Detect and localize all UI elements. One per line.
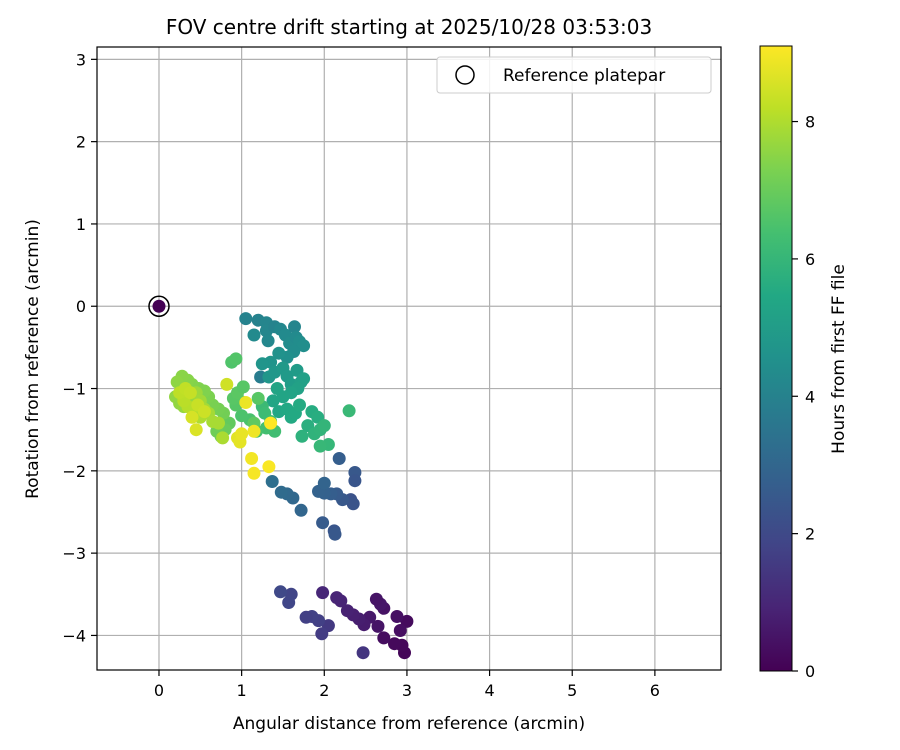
legend: Reference platepar <box>436 56 712 94</box>
data-point <box>400 614 414 628</box>
y-tick-label: 2 <box>76 133 86 152</box>
data-point <box>216 431 230 445</box>
data-point <box>299 610 313 624</box>
colorbar-gradient <box>759 45 793 672</box>
data-point <box>229 352 243 366</box>
data-point <box>239 396 253 409</box>
data-point <box>183 386 197 400</box>
reference-ring <box>148 295 170 317</box>
data-point <box>332 452 346 465</box>
data-point <box>328 527 342 541</box>
data-point <box>282 596 296 609</box>
data-point <box>317 419 331 433</box>
reference-point <box>152 299 166 313</box>
data-point <box>247 466 261 480</box>
y-tick-label: 0 <box>76 297 86 316</box>
y-tick-label: 3 <box>76 50 86 69</box>
data-point <box>239 312 253 326</box>
data-point <box>340 604 354 618</box>
data-point <box>235 427 249 441</box>
y-axis-label: Rotation from reference (arcmin) <box>23 219 43 499</box>
colorbar-tick-label: 4 <box>805 387 815 406</box>
data-point <box>356 646 370 660</box>
data-point <box>295 429 309 443</box>
legend-label: Reference platepar <box>503 66 665 86</box>
x-tick-label: 2 <box>319 681 329 700</box>
data-point <box>189 423 203 437</box>
colorbar-tick-label: 6 <box>805 250 815 269</box>
y-tick-label: 1 <box>76 215 86 234</box>
data-point <box>247 424 261 438</box>
data-point <box>197 405 211 419</box>
legend-marker <box>455 65 475 85</box>
data-point <box>261 334 275 348</box>
data-point <box>245 452 259 465</box>
data-point <box>348 474 362 488</box>
data-points <box>148 295 414 660</box>
data-point <box>272 346 286 360</box>
data-point <box>293 398 306 412</box>
data-point <box>288 320 301 334</box>
colorbar-ticks: 0 2 4 6 8 <box>792 113 815 681</box>
data-point <box>316 586 330 600</box>
y-tick-label: −2 <box>62 462 86 481</box>
data-point <box>297 372 311 386</box>
data-point <box>255 357 269 371</box>
data-point <box>185 410 199 424</box>
grid <box>97 47 721 670</box>
chart-title: FOV centre drift starting at 2025/10/28 … <box>166 15 652 39</box>
data-point <box>313 439 327 453</box>
data-point <box>371 619 385 633</box>
x-tick-label: 1 <box>237 681 247 700</box>
y-tick-label: −1 <box>62 380 86 399</box>
data-point <box>212 416 225 430</box>
data-point <box>297 339 311 353</box>
plot-frame <box>96 46 722 671</box>
data-point <box>316 516 330 530</box>
legend-box <box>436 56 712 94</box>
data-point <box>377 631 391 645</box>
x-axis-label: Angular distance from reference (arcmin) <box>233 714 585 734</box>
data-point <box>317 476 331 490</box>
data-point <box>330 591 344 605</box>
data-point <box>388 637 401 651</box>
x-tick-label: 4 <box>484 681 494 700</box>
data-point <box>264 416 278 430</box>
y-axis-ticks: −4 −3 −2 −1 0 1 2 3 <box>62 50 97 645</box>
data-point <box>270 382 284 395</box>
data-point <box>369 592 383 606</box>
colorbar-tick-label: 0 <box>805 662 815 681</box>
data-point <box>266 394 280 408</box>
data-point <box>393 624 407 637</box>
data-point <box>262 460 276 474</box>
x-tick-label: 6 <box>650 681 660 700</box>
x-axis-ticks: 0 1 2 3 4 5 6 <box>154 670 660 700</box>
x-tick-label: 3 <box>402 681 412 700</box>
data-point <box>390 610 404 623</box>
colorbar-label: Hours from first FF file <box>829 264 849 454</box>
data-point <box>346 497 360 511</box>
data-point <box>236 380 250 394</box>
y-tick-label: −3 <box>62 544 86 563</box>
colorbar-tick-label: 8 <box>805 113 815 132</box>
x-tick-label: 5 <box>567 681 577 700</box>
colorbar-tick-label: 2 <box>805 525 815 544</box>
data-point <box>274 485 288 499</box>
data-point <box>342 404 356 418</box>
x-tick-label: 0 <box>154 681 164 700</box>
data-point <box>251 391 265 405</box>
data-point <box>294 503 308 517</box>
data-point <box>235 409 249 423</box>
colorbar: 0 2 4 6 8 Hours from first FF file <box>759 45 849 681</box>
data-point <box>247 328 261 342</box>
data-point <box>265 475 279 488</box>
data-point <box>274 585 287 599</box>
data-point <box>315 627 329 641</box>
data-point <box>220 377 234 391</box>
y-tick-label: −4 <box>62 626 86 645</box>
